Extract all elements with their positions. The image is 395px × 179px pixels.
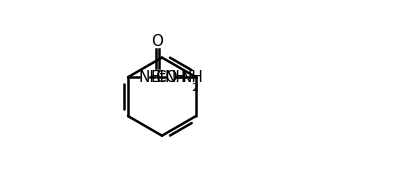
Text: NH: NH <box>180 70 203 84</box>
Text: O: O <box>151 34 163 49</box>
Text: NH: NH <box>165 70 188 84</box>
Text: NH: NH <box>139 70 162 84</box>
Text: EtO: EtO <box>151 70 179 84</box>
Text: C: C <box>155 70 166 84</box>
Text: 2: 2 <box>191 83 198 93</box>
